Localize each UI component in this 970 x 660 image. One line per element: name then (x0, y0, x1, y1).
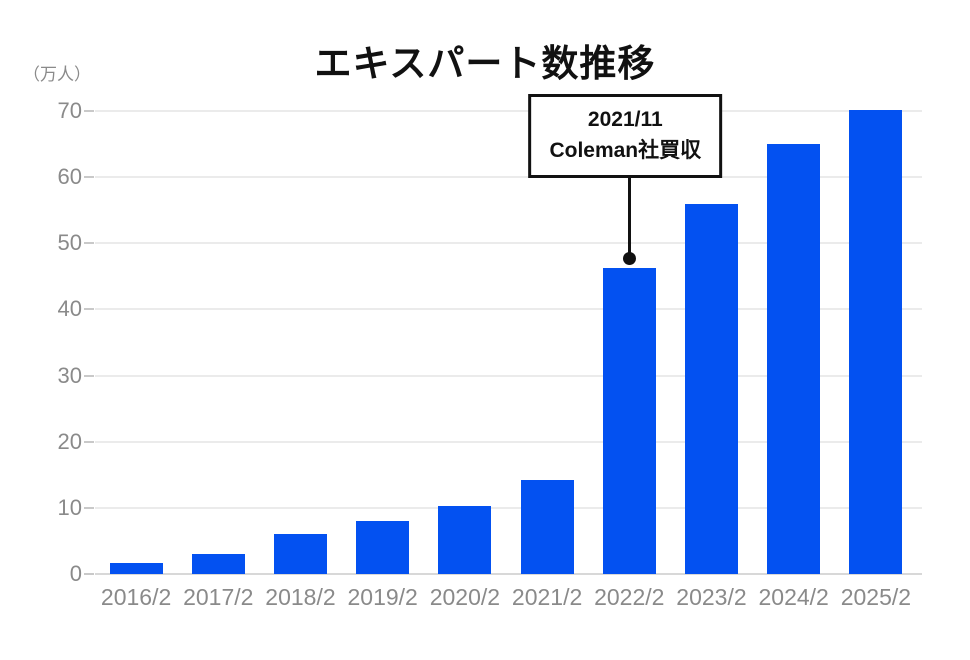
bar-2016/2 (109, 563, 163, 574)
x-tick-label-2019/2: 2019/2 (347, 584, 418, 610)
y-tick-label-50: 50 (57, 230, 82, 256)
y-tick-label-20: 20 (57, 428, 82, 454)
y-tick-mark-50 (84, 242, 94, 245)
bar-2018/2 (274, 534, 327, 574)
x-tick-label-2017/2: 2017/2 (183, 584, 254, 610)
bar-2019/2 (356, 521, 410, 574)
bar-2020/2 (438, 505, 492, 574)
y-tick-mark-60 (84, 176, 94, 179)
y-axis-unit-label: （万人） (23, 65, 91, 84)
gridline-40 (95, 308, 922, 311)
x-tick-label-2016/2: 2016/2 (100, 584, 172, 610)
chart-title: エキスパート数推移 (314, 43, 656, 84)
y-tick-mark-40 (84, 308, 94, 311)
gridline-10 (95, 506, 922, 509)
y-tick-label-70: 70 (57, 98, 82, 123)
gridline-50 (95, 242, 922, 245)
x-tick-label-2018/2: 2018/2 (265, 584, 336, 610)
bar-2022/2 (602, 267, 656, 574)
y-tick-label-30: 30 (57, 362, 82, 388)
plot-area (95, 109, 922, 575)
x-tick-label-2022/2: 2022/2 (594, 584, 665, 610)
y-tick-mark-30 (84, 374, 94, 377)
annotation-date: 2021/11 (587, 107, 663, 131)
y-tick-mark-0 (84, 573, 94, 575)
x-axis-line (95, 573, 922, 575)
x-tick-label-2023/2: 2023/2 (676, 584, 747, 610)
gridline-60 (95, 176, 922, 179)
y-tick-mark-20 (84, 440, 94, 443)
annotation-dot-icon (622, 252, 636, 266)
x-tick-label-2025/2: 2025/2 (840, 584, 912, 610)
y-tick-mark-70 (84, 110, 94, 112)
x-tick-label-2024/2: 2024/2 (758, 584, 829, 610)
bar-2017/2 (191, 553, 245, 574)
bar-2025/2 (849, 109, 903, 574)
annotation-leader-line (627, 177, 631, 259)
bar-2023/2 (685, 203, 738, 574)
y-tick-label-0: 0 (69, 561, 82, 586)
y-tick-mark-10 (84, 506, 94, 509)
bar-2021/2 (520, 480, 574, 574)
y-tick-label-60: 60 (57, 164, 82, 190)
annotation-text: Coleman社買収 (549, 139, 702, 163)
gridline-20 (95, 440, 922, 443)
y-tick-label-10: 10 (57, 494, 82, 520)
annotation-box: 2021/11 Coleman社買収 (528, 93, 723, 178)
y-tick-label-40: 40 (57, 296, 82, 322)
bar-2024/2 (767, 144, 821, 574)
gridline-30 (95, 374, 922, 377)
x-tick-label-2021/2: 2021/2 (511, 584, 583, 610)
x-tick-label-2020/2: 2020/2 (429, 584, 501, 610)
gridline-70 (95, 110, 922, 112)
